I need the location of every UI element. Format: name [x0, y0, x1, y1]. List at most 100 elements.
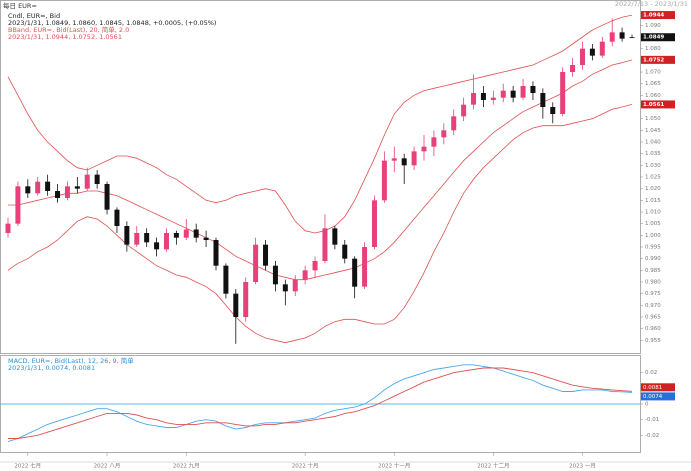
x-tick-label: 2022 十一月 [378, 462, 410, 470]
candle-body [441, 130, 447, 138]
value-flag-label: 0.0074 [643, 394, 663, 400]
y-tick-label: 1.070 [645, 70, 661, 76]
candle-body [74, 186, 80, 189]
candle-body [213, 240, 219, 266]
candle-body [490, 97, 496, 100]
candle-body [84, 174, 90, 189]
price-flag [641, 33, 675, 42]
candle-body [431, 137, 437, 147]
legend-line: MACD, EUR=, Bid(Last), 12, 26, 9, 简单 [8, 356, 134, 365]
y-tick-label: 0.980 [645, 280, 661, 286]
candle-body [263, 244, 269, 266]
candle-body [193, 229, 199, 238]
candle-body [292, 279, 298, 292]
candle-body [154, 242, 160, 250]
candle-body [233, 293, 239, 317]
legend-line: 2023/1/31, 0.0074, 0.0081 [8, 364, 95, 372]
x-tick-label: 2023 一月 [569, 463, 596, 470]
y-tick-label: 0.02 [645, 370, 657, 376]
candle-body [183, 229, 189, 238]
candle-body [253, 244, 259, 282]
macd-line [7, 364, 633, 443]
y-tick-label: 0.955 [645, 338, 661, 344]
candle-body [421, 146, 427, 152]
band-middle [8, 59, 633, 281]
candle-body [94, 174, 100, 184]
candle-body [332, 228, 338, 245]
y-tick-label: 0.985 [645, 268, 661, 274]
y-tick-label: 1.080 [645, 46, 661, 52]
candle-body [35, 181, 41, 194]
candle-body [619, 32, 625, 39]
candle-body [322, 228, 328, 261]
date-range: 2022/7/13 - 2023/1/31 [615, 0, 688, 8]
band-upper [7, 14, 633, 234]
candle-body [15, 186, 21, 224]
x-tick-label: 2022 七月 [14, 462, 41, 470]
candle-body [510, 90, 516, 98]
candle-body [401, 158, 407, 166]
candle-body [371, 200, 377, 247]
y-tick-label: 0.995 [645, 245, 661, 251]
candle-body [104, 184, 110, 210]
candle-body [500, 90, 506, 98]
candle-body [629, 37, 635, 39]
candle-body [223, 265, 229, 294]
candle-body [550, 107, 556, 114]
chart-title: 每日 EUR= [3, 1, 37, 10]
y-tick-label: 0.960 [645, 326, 661, 332]
candle-body [362, 247, 368, 287]
candle-body [282, 284, 288, 292]
x-tick-label: 2022 十月 [292, 462, 319, 470]
y-tick-label: 0.990 [645, 256, 661, 262]
candle-body [55, 191, 61, 198]
candle-body [381, 160, 387, 201]
legend-line: BBand, EUR=, Bid(Last), 20, 简单, 2.0 [8, 25, 129, 34]
y-tick-label: 0 [645, 402, 649, 408]
legend-line: 2023/1/31, 1.0849, 1.0860, 1.0845, 1.084… [8, 19, 216, 27]
price-flag [641, 11, 675, 20]
candle-body [272, 265, 278, 285]
y-tick-label: 1.045 [645, 128, 661, 134]
x-tick-label: 2022 九月 [173, 462, 200, 470]
candle-body [471, 93, 477, 105]
candle-body [609, 32, 615, 42]
candle-body [173, 233, 179, 238]
candle-body [144, 233, 150, 243]
candle-body [599, 41, 605, 56]
y-tick-label: 1.010 [645, 210, 661, 216]
candle-body [5, 223, 11, 233]
macd-line [8, 367, 633, 439]
y-tick-label: -0.02 [645, 433, 659, 439]
price-flag-label: 1.0561 [643, 102, 664, 108]
value-flag-label: 0.0081 [643, 385, 662, 391]
price-flag [641, 100, 675, 109]
legend-line: Cndl, EUR=, Bid [8, 12, 60, 20]
price-flag-label: 1.0849 [643, 35, 664, 41]
y-tick-label: 1.015 [645, 198, 661, 204]
candle-body [530, 86, 536, 93]
y-tick-label: 1.000 [645, 233, 661, 239]
y-tick-label: 1.005 [645, 221, 661, 227]
x-tick-label: 2022 十二月 [477, 462, 509, 470]
y-tick-label: 1.050 [645, 116, 661, 122]
y-tick-label: 0.975 [645, 291, 661, 297]
price-flag [641, 55, 675, 64]
candle-body [570, 65, 576, 72]
candle-body [411, 151, 417, 166]
candle-body [203, 237, 209, 240]
candle-body [45, 181, 51, 191]
candle-body [114, 209, 120, 226]
price-flag-label: 1.0944 [643, 13, 664, 19]
candle-body [302, 270, 308, 280]
candle-body [560, 72, 566, 114]
y-tick-label: 0.970 [645, 303, 661, 309]
candle-body [243, 282, 249, 317]
value-flag [641, 392, 675, 401]
candle-body [520, 86, 526, 98]
candle-body [64, 186, 70, 198]
y-tick-label: 1.020 [645, 186, 661, 192]
legend-line: 2023/1/31, 1.0944, 1.0752, 1.0561 [8, 33, 122, 41]
candle-body [312, 261, 318, 271]
